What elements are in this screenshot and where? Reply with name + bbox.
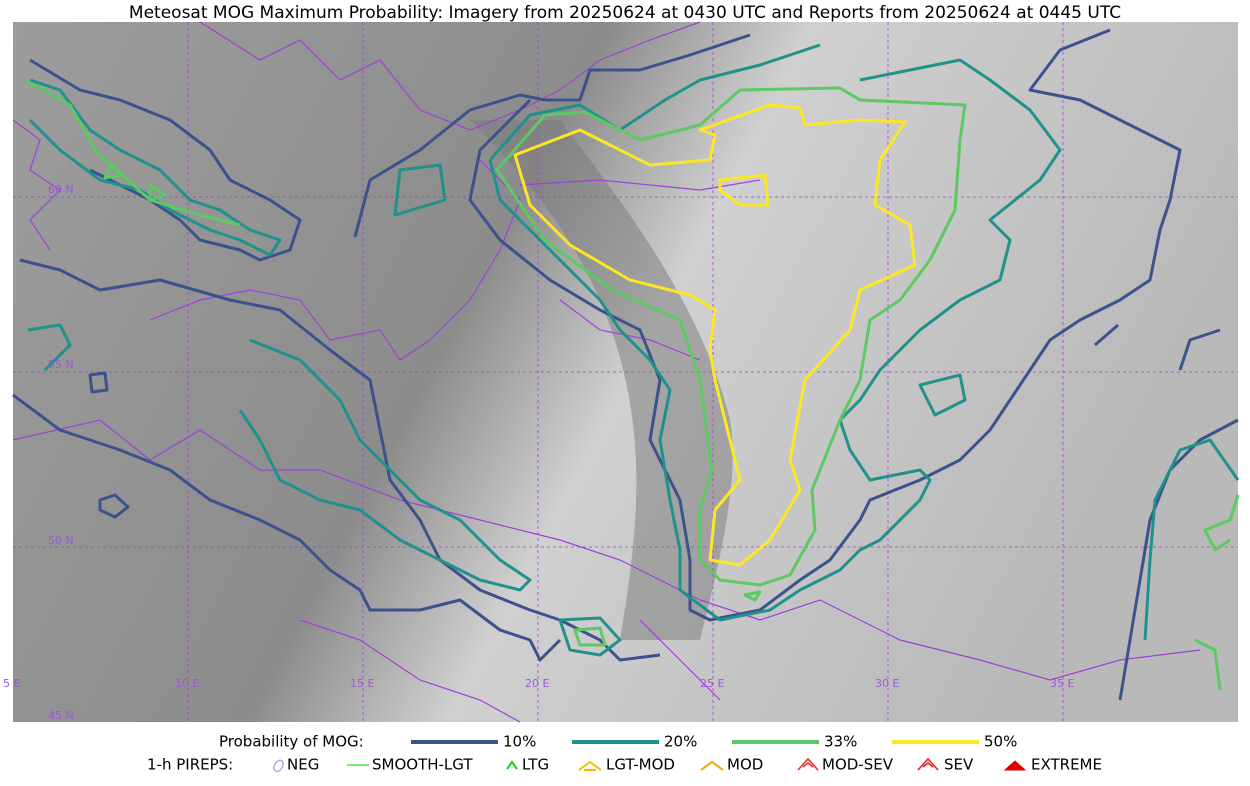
legend-label: SMOOTH-LGT xyxy=(372,756,473,774)
lat-label: 55 N xyxy=(48,358,74,371)
lat-label: 50 N xyxy=(48,534,74,547)
legend-label: NEG xyxy=(287,756,319,774)
contour-20 xyxy=(488,43,1062,622)
legend-symbol xyxy=(700,760,724,771)
legend-title: Probability of MOG: xyxy=(219,733,364,751)
legend-label: 33% xyxy=(824,733,857,751)
legend-label: LGT-MOD xyxy=(606,756,675,774)
lon-label: 30 E xyxy=(875,677,899,690)
lon-label: 10 E xyxy=(175,677,199,690)
legend-label: 20% xyxy=(664,733,697,751)
contour-33 xyxy=(495,86,967,587)
lon-label: 35 E xyxy=(1050,677,1074,690)
contour-50 xyxy=(513,103,917,567)
lat-label: 45 N xyxy=(48,709,74,722)
legend-label: MOD xyxy=(727,756,763,774)
legend-label: EXTREME xyxy=(1031,756,1102,774)
map: 5 E 10 E 15 E 20 E 25 E 30 E 35 E 60 N 5… xyxy=(3,21,1240,723)
lon-label: 25 E xyxy=(700,677,724,690)
contour-33 xyxy=(24,78,1240,691)
legend: Probability of MOG: 1-h PIREPS: 10% 20% 33… xyxy=(147,733,1102,774)
legend-label: 50% xyxy=(984,733,1017,751)
graticule xyxy=(13,22,1238,722)
lon-label: 15 E xyxy=(350,677,374,690)
legend-title: 1-h PIREPS: xyxy=(147,756,233,774)
contour-50 xyxy=(718,173,770,207)
lat-lon-labels: 5 E 10 E 15 E 20 E 25 E 30 E 35 E 60 N 5… xyxy=(3,183,1074,722)
legend-label: SEV xyxy=(944,756,974,774)
legend-symbol xyxy=(578,760,602,771)
legend-symbol xyxy=(1003,760,1027,771)
contour-10 xyxy=(12,258,661,662)
legend-label: 10% xyxy=(503,733,536,751)
legend-symbol xyxy=(917,757,939,771)
contour-10 xyxy=(88,323,1239,701)
title: Meteosat MOG Maximum Probability: Imager… xyxy=(129,3,1121,23)
dry-slot xyxy=(470,120,733,640)
lon-label: 20 E xyxy=(525,677,549,690)
lat-label: 60 N xyxy=(48,183,74,196)
legend-symbol xyxy=(273,759,284,773)
border-line xyxy=(12,419,1201,723)
legend-symbol xyxy=(797,757,819,771)
lon-label: 5 E xyxy=(3,677,20,690)
contour-10 xyxy=(29,58,302,262)
legend-label: MOD-SEV xyxy=(822,756,894,774)
coastline xyxy=(12,21,701,251)
contour-10 xyxy=(353,28,1182,622)
legend-label: LTG xyxy=(522,756,549,774)
legend-symbol xyxy=(506,760,518,770)
contours xyxy=(12,28,1240,701)
contour-20 xyxy=(27,78,1240,657)
